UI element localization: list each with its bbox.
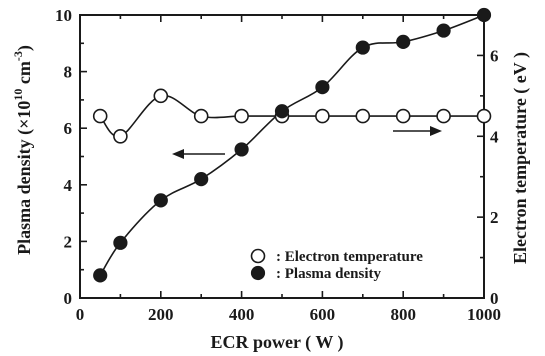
left-y-axis-title-unit-exponent: -3 <box>11 51 25 61</box>
plasma-density-legend-label: : Plasma density <box>276 266 382 282</box>
left-y-tick-label: 4 <box>64 176 73 195</box>
left-y-axis-title-unit: cm <box>14 61 34 88</box>
x-tick-label: 600 <box>310 305 336 324</box>
left-y-axis-ticks: 0 2 4 6 8 10 <box>55 6 87 308</box>
plasma-density-point <box>355 40 370 55</box>
left-y-axis-title-exponent: 10 <box>11 89 25 101</box>
plasma-density-point <box>476 7 492 23</box>
electron-temperature-legend-marker <box>250 248 266 264</box>
x-tick-label: 400 <box>229 305 255 324</box>
left-y-axis-title-main: Plasma density ( <box>14 129 35 255</box>
plasma-density-point <box>93 268 108 283</box>
plasma-density-point <box>113 235 128 250</box>
x-axis-title: ECR power ( W ) <box>210 332 343 353</box>
right-y-tick-label: 4 <box>490 127 499 146</box>
left-y-axis-title-times: ×10 <box>14 101 34 129</box>
plasma-density-point <box>234 142 249 157</box>
left-y-tick-label: 6 <box>64 119 73 138</box>
left-y-tick-label: 2 <box>64 232 73 251</box>
right-y-tick-label: 0 <box>490 289 499 308</box>
right-axis-arrow-head <box>430 126 442 136</box>
axis-arrows <box>172 126 442 159</box>
plasma-density-point <box>436 23 451 38</box>
electron-temperature-point <box>113 128 128 144</box>
right-y-tick-label: 2 <box>490 208 499 227</box>
electron-temperature-point <box>234 108 249 124</box>
left-y-tick-label: 10 <box>55 6 72 25</box>
electron-temperature-legend-label: : Electron temperature <box>276 249 423 265</box>
x-tick-label: 800 <box>390 305 416 324</box>
plasma-density-point <box>396 34 411 49</box>
electron-temperature-point <box>395 108 411 124</box>
legend: : Electron temperature: Plasma density <box>250 248 423 282</box>
right-y-axis-title: Electron temperature ( eV ) <box>510 52 531 264</box>
left-y-axis-title-close: ) <box>14 45 35 51</box>
electron-temperature-point <box>436 108 451 124</box>
electron-temperature-point <box>92 108 108 124</box>
x-axis-ticks: 0 200 400 600 800 1000 <box>76 15 501 324</box>
plasma-density-point <box>274 104 290 119</box>
x-tick-label: 1000 <box>467 305 501 324</box>
electron-temperature-point <box>153 88 169 104</box>
plasma-density-legend-marker <box>250 265 266 281</box>
plasma-density-point <box>153 193 168 208</box>
x-tick-label: 200 <box>148 305 174 324</box>
electron-temperature-point <box>193 108 209 124</box>
left-y-axis-title: Plasma density (×1010 cm-3) <box>11 45 35 255</box>
x-tick-label: 0 <box>76 305 85 324</box>
left-axis-arrow-head <box>172 149 184 159</box>
plasma-density-point <box>194 172 209 187</box>
plasma-density-line <box>99 14 485 276</box>
right-y-tick-label: 6 <box>490 46 499 65</box>
plasma-density-point <box>315 80 330 95</box>
left-y-tick-label: 0 <box>64 289 73 308</box>
series-layer <box>92 7 492 283</box>
electron-temperature-point <box>355 108 371 124</box>
electron-temperature-point <box>315 108 330 124</box>
electron-temperature-point <box>476 108 492 124</box>
right-y-axis-ticks: 0 2 4 6 <box>477 46 499 308</box>
left-y-tick-label: 8 <box>64 63 73 82</box>
